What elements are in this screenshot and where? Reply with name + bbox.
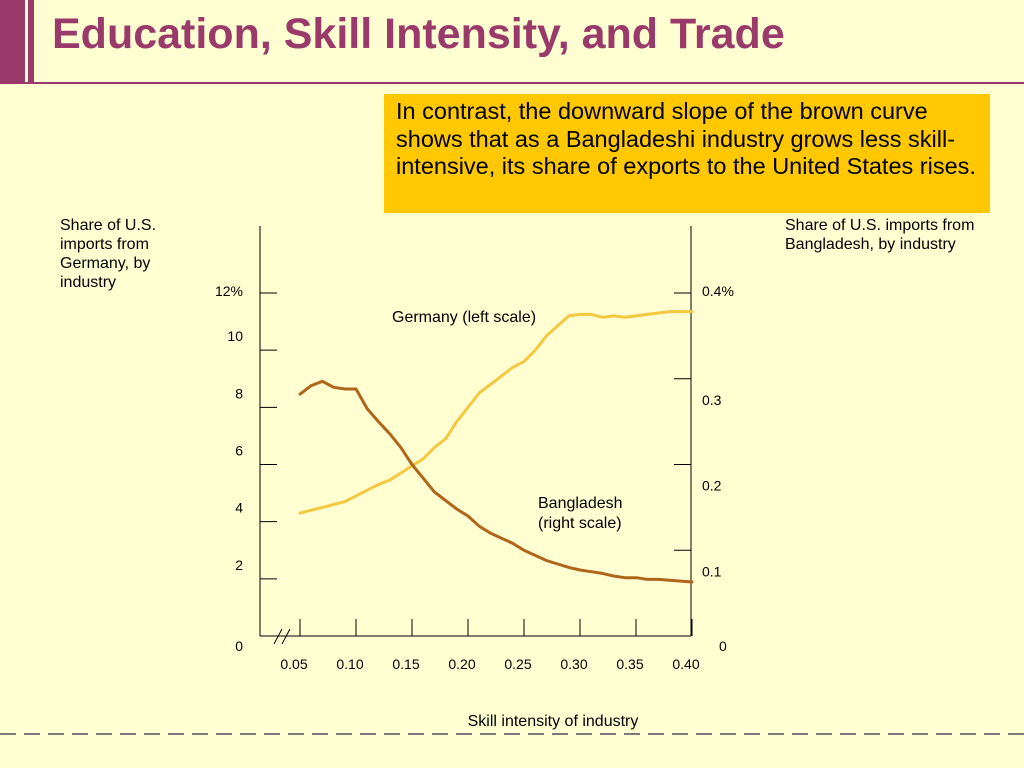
axis-break-mark <box>281 628 291 645</box>
left-axis-title: Share of U.S. imports from Germany, by i… <box>60 217 157 291</box>
x-axis-tick-label: 0.20 <box>448 656 475 672</box>
x-axis-title: Skill intensity of industry <box>468 713 639 730</box>
germany-series-line <box>298 310 694 515</box>
x-axis-tick-label: 0.05 <box>280 656 307 672</box>
title-accent-bar <box>0 0 25 82</box>
right-axis-tick-label: 0.2 <box>702 478 722 494</box>
left-axis-tick-label: 6 <box>235 443 243 459</box>
footer-dashed-line <box>0 733 1024 735</box>
right-axis-tick-label: 0.3 <box>702 392 722 408</box>
title-accent-bar-thin <box>28 0 34 82</box>
left-axis-tick-label: 12% <box>215 283 243 299</box>
axis-break-mark <box>273 628 283 645</box>
bangladesh-series-label: Bangladesh (right scale) <box>538 495 623 532</box>
x-axis-tick-label: 0.15 <box>392 656 419 672</box>
left-axis-tick-label: 4 <box>235 500 243 516</box>
bangladesh-series-line <box>298 379 694 584</box>
right-axis-tick-label: 0.1 <box>702 563 722 579</box>
right-axis-title: Share of U.S. imports from Bangladesh, b… <box>785 217 975 253</box>
right-axis-tick-label: 0.4% <box>702 283 734 299</box>
x-axis-tick-label: 0.40 <box>672 656 699 672</box>
callout-box: In contrast, the downward slope of the b… <box>384 94 990 213</box>
germany-series-label: Germany (left scale) <box>392 309 536 326</box>
x-axis-tick-label: 0.10 <box>336 656 363 672</box>
left-axis-tick-label: 8 <box>235 385 243 401</box>
slide-title: Education, Skill Intensity, and Trade <box>52 10 785 58</box>
title-rule <box>0 82 1024 84</box>
x-axis-tick-label: 0.35 <box>616 656 643 672</box>
left-axis-tick-label: 2 <box>235 557 243 573</box>
x-axis-tick-label: 0.25 <box>504 656 531 672</box>
right-axis-tick-label: 0 <box>719 638 727 654</box>
left-axis-tick-label: 0 <box>235 638 243 654</box>
x-axis-tick-label: 0.30 <box>560 656 587 672</box>
left-axis-tick-label: 10 <box>227 328 243 344</box>
